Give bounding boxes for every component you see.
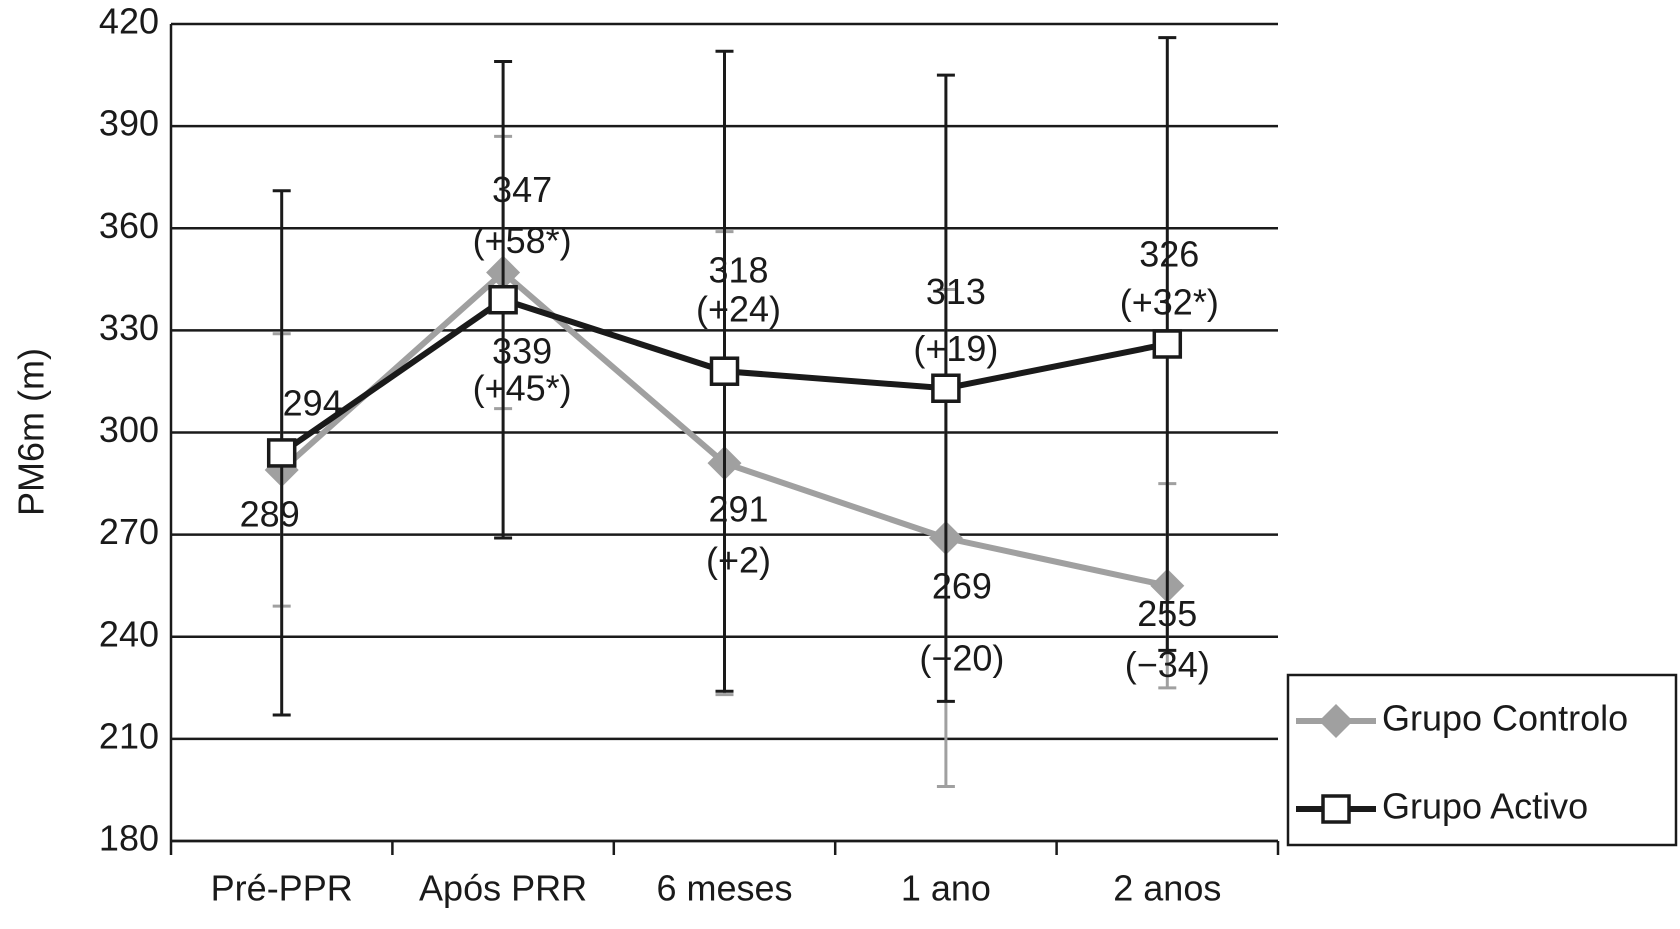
y-tick-label: 360 [99,205,159,246]
y-tick-label: 420 [99,1,159,42]
y-tick-label: 180 [99,818,159,859]
marker [1319,704,1353,738]
change-label: (−20) [919,638,1004,679]
marker [1152,329,1183,359]
x-tick-label: Após PRR [419,868,587,909]
marker [931,373,961,403]
data-label: 291 [708,489,768,530]
y-tick-label: 300 [99,409,159,450]
y-tick-label: 240 [99,613,159,654]
marker [266,438,297,468]
legend-box [1286,673,1678,847]
marker [1321,794,1351,824]
y-tick-label: 330 [99,307,159,348]
y-axis-label: PM6m (m) [11,348,52,516]
x-tick-label: 1 ano [901,868,991,909]
data-label: 339 [492,330,552,371]
change-label: (+24) [696,289,781,330]
data-label: 313 [926,271,986,312]
change-label: (+19) [913,328,998,369]
data-label: 326 [1139,234,1199,275]
x-tick-label: 2 anos [1113,868,1221,909]
x-tick-label: 6 meses [656,868,792,909]
change-label: (+32*) [1120,282,1219,323]
x-tick-label: Pré-PPR [211,868,353,909]
data-label: 294 [283,382,343,423]
data-label: 318 [708,250,768,291]
change-label: (+2) [706,540,771,581]
y-tick-label: 270 [99,511,159,552]
data-label: 289 [240,493,300,534]
change-label: (+58*) [473,220,572,261]
legend-label: Grupo Controlo [1382,698,1628,739]
data-label: 347 [492,169,552,210]
legend-label: Grupo Activo [1382,786,1588,827]
data-label: 269 [932,566,992,607]
change-label: (+45*) [473,367,572,408]
y-tick-label: 390 [99,103,159,144]
marker [488,284,518,315]
y-tick-label: 210 [99,715,159,756]
marker [709,356,740,386]
